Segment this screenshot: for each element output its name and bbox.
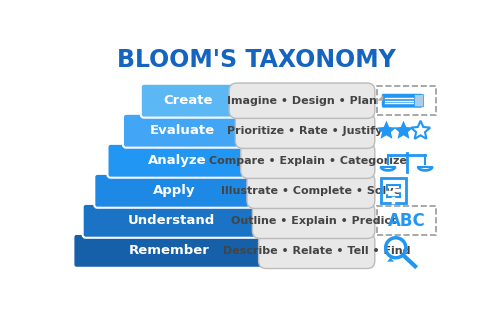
Polygon shape: [394, 121, 413, 139]
Text: Apply: Apply: [153, 184, 196, 197]
FancyBboxPatch shape: [382, 94, 422, 108]
FancyBboxPatch shape: [258, 233, 375, 269]
FancyBboxPatch shape: [141, 84, 236, 118]
Text: Imagine • Design • Plan: Imagine • Design • Plan: [227, 96, 377, 106]
FancyBboxPatch shape: [108, 144, 248, 178]
Polygon shape: [387, 258, 394, 262]
FancyBboxPatch shape: [94, 174, 254, 208]
FancyBboxPatch shape: [123, 114, 242, 148]
FancyBboxPatch shape: [414, 95, 424, 107]
FancyBboxPatch shape: [82, 204, 260, 238]
FancyBboxPatch shape: [236, 113, 375, 148]
Polygon shape: [377, 95, 384, 101]
FancyBboxPatch shape: [252, 203, 375, 239]
Text: Illustrate • Complete • Solve: Illustrate • Complete • Solve: [221, 186, 401, 196]
Text: Prioritize • Rate • Justify: Prioritize • Rate • Justify: [228, 126, 383, 136]
Text: Evaluate: Evaluate: [150, 124, 215, 137]
Text: Remember: Remember: [129, 244, 210, 257]
FancyBboxPatch shape: [229, 83, 375, 118]
Text: Outline • Explain • Predict: Outline • Explain • Predict: [231, 216, 396, 226]
Text: Describe • Relate • Tell • Find: Describe • Relate • Tell • Find: [223, 246, 410, 256]
Text: ABC: ABC: [388, 212, 426, 230]
Text: Understand: Understand: [128, 214, 214, 227]
Text: Compare • Explain • Categorize: Compare • Explain • Categorize: [209, 156, 406, 166]
FancyBboxPatch shape: [247, 173, 375, 208]
Polygon shape: [377, 121, 396, 139]
Text: Create: Create: [164, 94, 213, 107]
FancyBboxPatch shape: [241, 143, 375, 178]
Text: BLOOM'S TAXONOMY: BLOOM'S TAXONOMY: [117, 48, 396, 72]
Text: Analyze: Analyze: [148, 154, 207, 167]
FancyBboxPatch shape: [74, 234, 266, 268]
